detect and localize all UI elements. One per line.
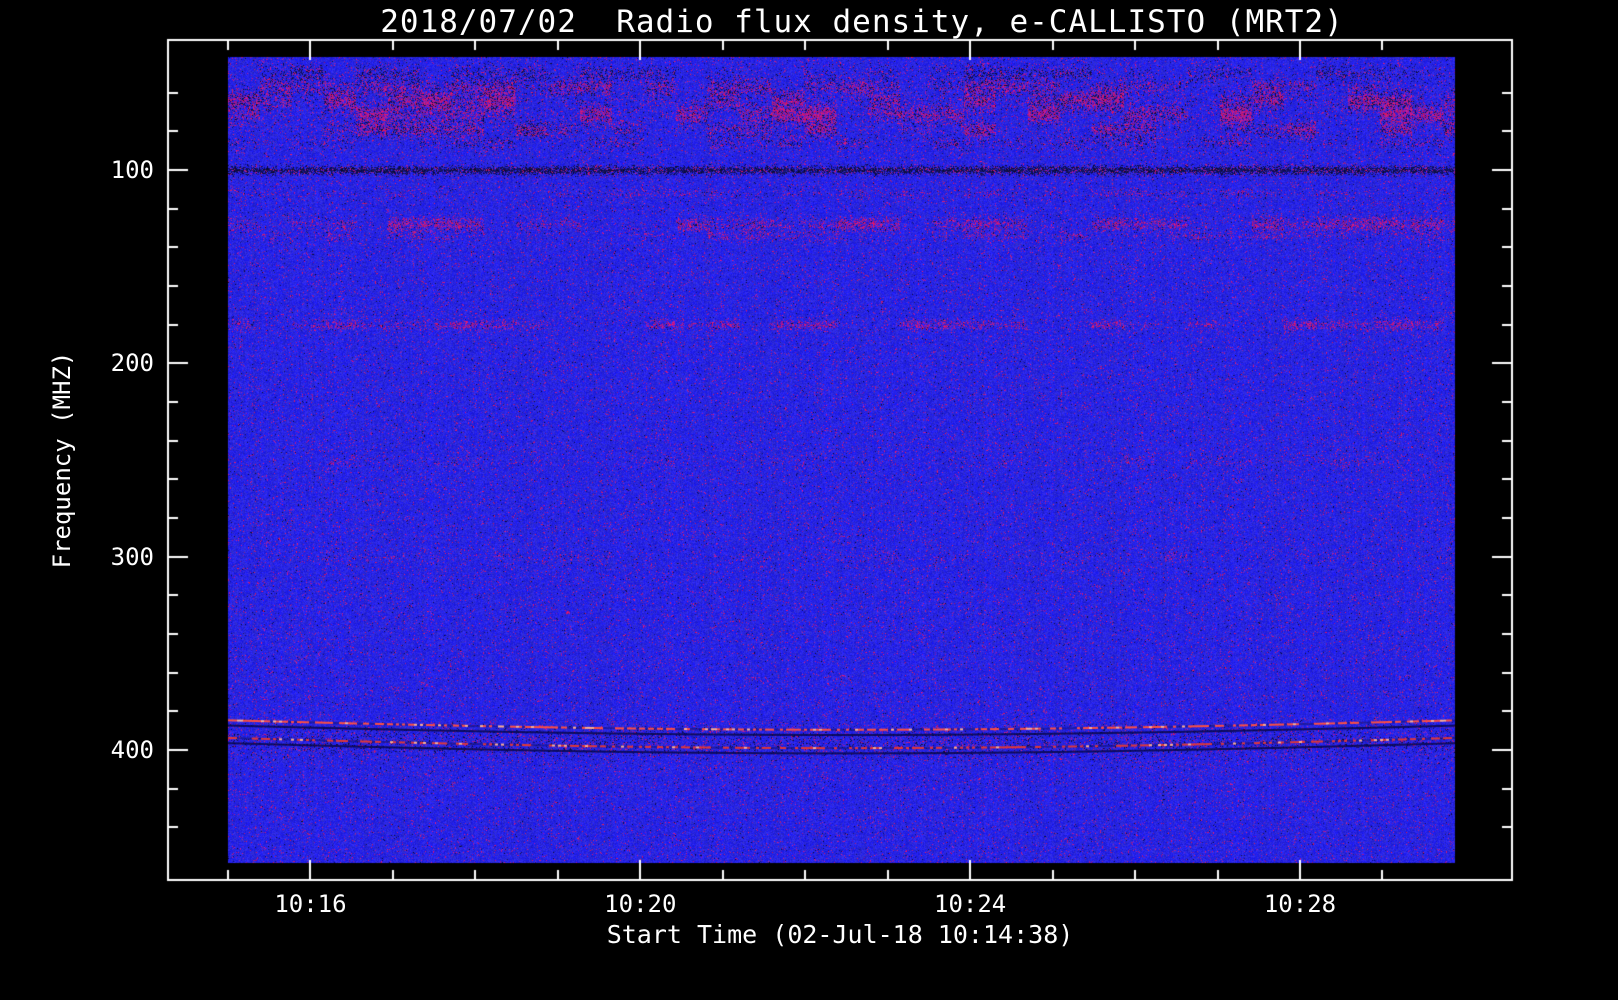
x-tick-label: 10:16 <box>274 890 347 918</box>
y-tick-label: 300 <box>110 542 154 571</box>
y-tick-label: 400 <box>110 736 154 765</box>
x-axis-title: Start Time (02-Jul-18 10:14:38) <box>606 920 1074 949</box>
x-tick-label: 10:28 <box>1263 890 1337 918</box>
y-tick-label: 200 <box>110 349 154 378</box>
x-tick-label: 10:20 <box>604 890 677 918</box>
x-tick-label: 10:24 <box>934 890 1007 918</box>
chart-title: 2018/07/02 Radio flux density, e-CALLIST… <box>380 4 1344 40</box>
y-tick-label: 100 <box>110 155 154 184</box>
y-axis-title: Frequency (MHZ) <box>48 351 76 569</box>
